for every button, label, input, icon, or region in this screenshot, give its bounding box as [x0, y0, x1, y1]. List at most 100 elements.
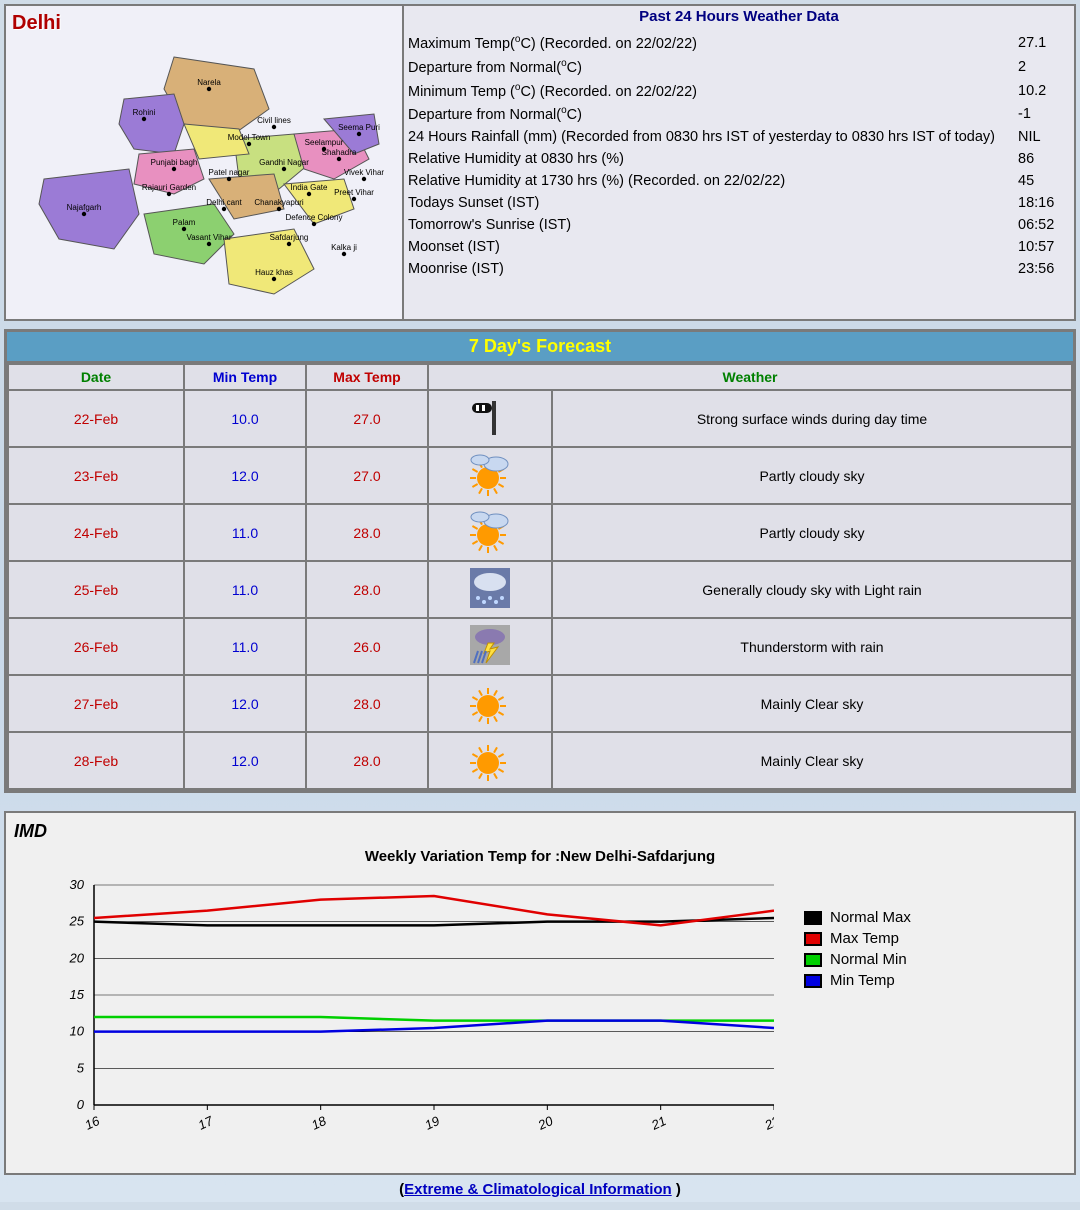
storm-icon: [466, 621, 514, 669]
past24-header: Past 24 Hours Weather Data: [404, 6, 1074, 31]
forecast-min: 11.0: [184, 561, 306, 618]
past24-value: 2: [1014, 55, 1074, 79]
past24-row: Maximum Temp(oC) (Recorded. on 22/02/22)…: [404, 31, 1074, 55]
forecast-desc: Generally cloudy sky with Light rain: [552, 561, 1072, 618]
legend-label: Normal Max: [830, 909, 911, 926]
past24-value: 10:57: [1014, 236, 1074, 258]
forecast-min: 12.0: [184, 675, 306, 732]
svg-text:20: 20: [535, 1113, 556, 1133]
svg-text:Vasant Vihar: Vasant Vihar: [186, 233, 231, 242]
chart-logo: IMD: [14, 821, 1066, 842]
forecast-max: 28.0: [306, 675, 428, 732]
forecast-date: 27-Feb: [8, 675, 184, 732]
forecast-panel: 7 Day's Forecast Date Min Temp Max Temp …: [4, 329, 1076, 793]
legend-item: Min Temp: [804, 972, 911, 989]
svg-text:16: 16: [82, 1113, 102, 1133]
col-weather: Weather: [428, 364, 1072, 390]
svg-text:Seema Puri: Seema Puri: [338, 123, 380, 132]
svg-text:Palam: Palam: [173, 218, 196, 227]
svg-text:20: 20: [69, 950, 85, 965]
footer-close: ): [672, 1181, 681, 1198]
forecast-icon-cell: [428, 618, 552, 675]
svg-text:Rajauri Garden: Rajauri Garden: [142, 183, 196, 192]
forecast-row: 25-Feb11.028.0Generally cloudy sky with …: [8, 561, 1072, 618]
forecast-title: 7 Day's Forecast: [7, 332, 1073, 363]
svg-text:Patel nagar: Patel nagar: [209, 168, 250, 177]
forecast-date: 22-Feb: [8, 390, 184, 447]
past24-row: Minimum Temp (oC) (Recorded. on 22/02/22…: [404, 79, 1074, 103]
extreme-climatological-link[interactable]: Extreme & Climatological Information: [404, 1181, 672, 1198]
past24-value: 18:16: [1014, 192, 1074, 214]
svg-text:Najafgarh: Najafgarh: [67, 203, 102, 212]
map-title: Delhi: [12, 12, 396, 35]
forecast-icon-cell: [428, 561, 552, 618]
temp-chart-icon: 05101520253016171819202122: [14, 865, 774, 1165]
past24-value: 06:52: [1014, 214, 1074, 236]
chart-legend: Normal MaxMax TempNormal MinMin Temp: [774, 865, 921, 1165]
col-max: Max Temp: [306, 364, 428, 390]
col-date: Date: [8, 364, 184, 390]
svg-text:19: 19: [422, 1113, 441, 1133]
past24-value: 45: [1014, 170, 1074, 192]
chart-title: Weekly Variation Temp for :New Delhi-Saf…: [14, 848, 1066, 865]
past24-label: Departure from Normal(oC): [404, 102, 1014, 126]
forecast-desc: Thunderstorm with rain: [552, 618, 1072, 675]
svg-text:Delhi cant: Delhi cant: [206, 198, 242, 207]
svg-text:17: 17: [196, 1113, 216, 1133]
forecast-max: 27.0: [306, 390, 428, 447]
legend-item: Normal Min: [804, 951, 911, 968]
forecast-max: 28.0: [306, 732, 428, 789]
svg-text:Punjabi bagh: Punjabi bagh: [151, 158, 198, 167]
partly-icon: [466, 507, 514, 555]
past24-row: Tomorrow's Sunrise (IST)06:52: [404, 214, 1074, 236]
past24-value: 27.1: [1014, 31, 1074, 55]
svg-text:0: 0: [77, 1097, 85, 1112]
forecast-table: Date Min Temp Max Temp Weather 22-Feb10.…: [7, 363, 1073, 790]
past24-label: Maximum Temp(oC) (Recorded. on 22/02/22): [404, 31, 1014, 55]
forecast-min: 11.0: [184, 618, 306, 675]
past24-value: 10.2: [1014, 79, 1074, 103]
forecast-row: 26-Feb11.026.0 Thunderstorm with rain: [8, 618, 1072, 675]
forecast-desc: Strong surface winds during day time: [552, 390, 1072, 447]
forecast-row: 23-Feb12.027.0Partly cloudy sky: [8, 447, 1072, 504]
past24-value: -1: [1014, 102, 1074, 126]
legend-swatch-icon: [804, 932, 822, 946]
forecast-max: 26.0: [306, 618, 428, 675]
forecast-row: 22-Feb10.027.0Strong surface winds durin…: [8, 390, 1072, 447]
svg-text:15: 15: [70, 987, 85, 1002]
svg-text:Rohini: Rohini: [133, 108, 156, 117]
past24-table: Maximum Temp(oC) (Recorded. on 22/02/22)…: [404, 31, 1074, 280]
chart-panel: IMD Weekly Variation Temp for :New Delhi…: [4, 811, 1076, 1175]
svg-text:Gandhi Nagar: Gandhi Nagar: [259, 158, 309, 167]
past24-value: NIL: [1014, 126, 1074, 148]
svg-text:India Gate: India Gate: [291, 183, 328, 192]
past24-label: Departure from Normal(oC): [404, 55, 1014, 79]
svg-text:Chanakyapuri: Chanakyapuri: [254, 198, 304, 207]
forecast-min: 11.0: [184, 504, 306, 561]
past24-label: Relative Humidity at 1730 hrs (%) (Recor…: [404, 170, 1014, 192]
forecast-icon-cell: [428, 732, 552, 789]
legend-label: Min Temp: [830, 972, 895, 989]
forecast-icon-cell: [428, 504, 552, 561]
col-min: Min Temp: [184, 364, 306, 390]
past24-row: Relative Humidity at 1730 hrs (%) (Recor…: [404, 170, 1074, 192]
map-panel: Delhi NarelaRohiniCivil linesModel TownS…: [6, 6, 404, 319]
forecast-desc: Mainly Clear sky: [552, 732, 1072, 789]
svg-text:5: 5: [77, 1060, 85, 1075]
forecast-max: 28.0: [306, 504, 428, 561]
past24-row: Todays Sunset (IST)18:16: [404, 192, 1074, 214]
forecast-icon-cell: [428, 390, 552, 447]
past24-label: Tomorrow's Sunrise (IST): [404, 214, 1014, 236]
svg-text:Narela: Narela: [197, 78, 221, 87]
svg-text:Kalka ji: Kalka ji: [331, 243, 357, 252]
svg-text:Hauz khas: Hauz khas: [255, 268, 293, 277]
past24-label: Moonset (IST): [404, 236, 1014, 258]
svg-text:Seelampur: Seelampur: [305, 138, 344, 147]
forecast-date: 26-Feb: [8, 618, 184, 675]
past24-row: Relative Humidity at 0830 hrs (%)86: [404, 148, 1074, 170]
forecast-date: 25-Feb: [8, 561, 184, 618]
svg-text:10: 10: [70, 1024, 85, 1039]
svg-text:Preet Vihar: Preet Vihar: [334, 188, 374, 197]
legend-label: Normal Min: [830, 951, 907, 968]
clear-icon: [466, 678, 514, 726]
